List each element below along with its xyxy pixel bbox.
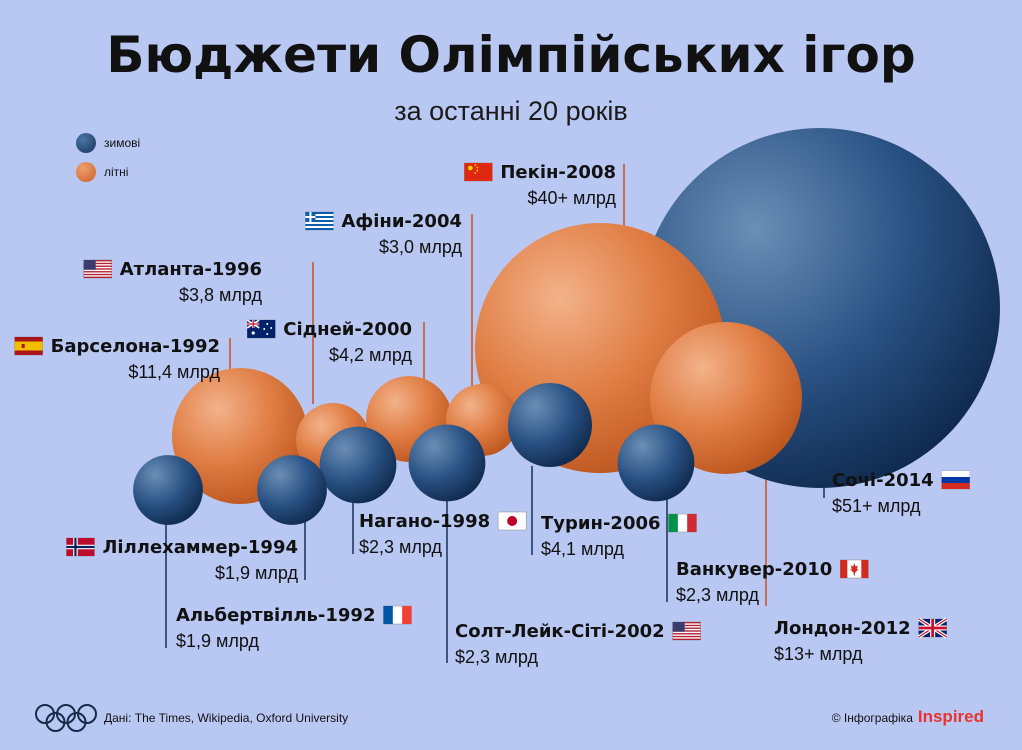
city-label: Лондон-2012 $13+ млрд [774,617,948,664]
bubble-winter [257,455,327,525]
spain-flag-icon [14,336,43,356]
legend-summer-dot [76,162,96,182]
city-budget: $51+ млрд [832,496,921,516]
city-budget: $1,9 млрд [215,563,299,583]
city-label: Турин-2006 $4,1 млрд [541,513,697,559]
city-name: Пекін-2008 [500,162,616,183]
bubble-winter [617,424,695,502]
city-budget: $4,1 млрд [541,539,625,559]
city-name: Ванкувер-2010 [676,559,832,580]
china-flag-icon [464,162,493,182]
city-label: Ванкувер-2010 $2,3 млрд [676,559,869,605]
city-name: Солт-Лейк-Сіті-2002 [455,621,665,642]
uk-flag-icon [917,617,948,639]
city-budget: $2,3 млрд [359,537,443,557]
city-name: Сочі-2014 [832,470,934,491]
greece-flag-icon [305,211,334,231]
bubble-winter [133,455,203,525]
legend-summer: літні [76,162,128,182]
city-label: Солт-Лейк-Сіті-2002 $2,3 млрд [455,621,701,667]
page-title: Бюджети Олімпійських ігор [106,26,916,84]
city-budget: $13+ млрд [774,644,863,664]
city-name: Ліллехаммер-1994 [102,537,298,558]
city-budget: $2,3 млрд [455,647,539,667]
footer-source-text: The Times, Wikipedia, Oxford University [134,711,349,725]
city-label: Сочі-2014 $51+ млрд [832,470,970,516]
city-label: Сідней-2000 $4,2 млрд [246,319,413,365]
city-label: Нагано-1998 $2,3 млрд [359,511,527,557]
bubble-winter [508,383,592,467]
city-name: Барселона-1992 [51,336,220,357]
city-label: Пекін-2008 $40+ млрд [464,162,616,208]
city-name: Альбертвілль-1992 [176,605,375,626]
legend-winter-label: зимові [104,136,141,150]
city-budget: $2,3 млрд [676,585,760,605]
city-name: Афіни-2004 [341,211,462,232]
footer-source: Дані: The Times, Wikipedia, Oxford Unive… [104,711,348,725]
italy-flag-icon [668,513,697,533]
city-budget: $40+ млрд [527,188,616,208]
usa-flag-icon [672,621,701,641]
footer-brand: Inspired [917,707,984,726]
city-name: Атланта-1996 [120,259,262,280]
bubble-winter [408,424,486,502]
footer-credit: © Інфографіка Inspired [832,707,984,727]
olympic-rings-icon [35,704,97,732]
city-name: Нагано-1998 [359,511,490,532]
city-label: Атланта-1996 $3,8 млрд [83,259,263,305]
russia-flag-icon [941,470,970,490]
city-budget: $3,8 млрд [179,285,263,305]
bubble-summer [650,322,802,474]
legend-winter: зимові [76,133,140,153]
city-budget: $4,2 млрд [329,345,413,365]
footer-source-label: Дані: [104,711,132,725]
japan-flag-icon [497,511,527,531]
city-name: Сідней-2000 [283,319,412,340]
city-budget: $1,9 млрд [176,631,260,651]
city-name: Лондон-2012 [774,618,911,639]
city-label: Ліллехаммер-1994 $1,9 млрд [66,537,298,583]
bubble-winter [319,426,397,504]
usa-flag-icon [83,259,112,279]
city-label: Альбертвілль-1992 $1,9 млрд [176,605,412,651]
footer-credit-text: © Інфографіка [831,711,913,725]
city-label: Афіни-2004 $3,0 млрд [305,211,462,257]
legend-winter-dot [76,133,96,153]
norway-flag-icon [66,537,95,557]
city-label: Барселона-1992 $11,4 млрд [14,336,220,382]
page-subtitle: за останні 20 років [394,96,628,126]
city-budget: $3,0 млрд [379,237,463,257]
canada-flag-icon [840,559,869,579]
city-budget: $11,4 млрд [128,362,220,382]
france-flag-icon [383,605,412,625]
city-name: Турин-2006 [541,513,661,534]
legend-summer-label: літні [104,165,129,179]
australia-flag-icon [246,319,276,339]
